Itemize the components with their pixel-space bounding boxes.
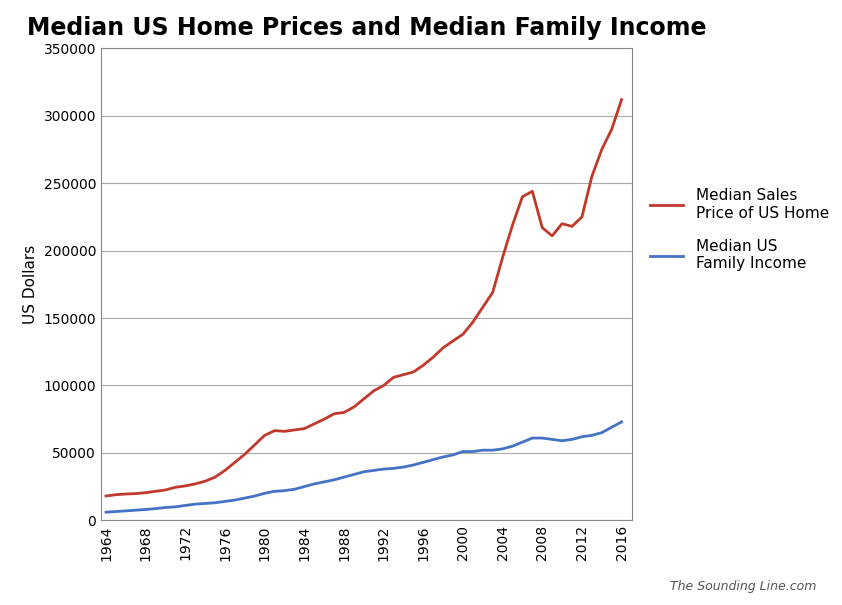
Line: Median US
Family Income: Median US Family Income — [106, 422, 621, 512]
Median Sales
Price of US Home — [616, 96, 626, 103]
Median US
Family Income — [498, 445, 508, 453]
Median Sales
Price of US Home — [428, 353, 438, 361]
Median US
Family Income — [408, 462, 418, 469]
Line: Median Sales
Price of US Home: Median Sales Price of US Home — [106, 100, 621, 496]
Median US
Family Income — [240, 494, 250, 502]
Y-axis label: US Dollars: US Dollars — [23, 245, 38, 324]
Text: The Sounding Line.com: The Sounding Line.com — [670, 580, 817, 593]
Median US
Family Income — [398, 463, 408, 471]
Median Sales
Price of US Home — [101, 492, 111, 500]
Median US
Family Income — [616, 418, 626, 425]
Median Sales
Price of US Home — [398, 371, 408, 378]
Median Sales
Price of US Home — [408, 368, 418, 376]
Title: Median US Home Prices and Median Family Income: Median US Home Prices and Median Family … — [26, 16, 706, 39]
Median Sales
Price of US Home — [498, 253, 508, 261]
Median Sales
Price of US Home — [557, 220, 568, 227]
Median US
Family Income — [428, 456, 438, 463]
Median US
Family Income — [557, 437, 568, 445]
Median Sales
Price of US Home — [240, 451, 250, 458]
Legend: Median Sales
Price of US Home, Median US
Family Income: Median Sales Price of US Home, Median US… — [650, 188, 829, 271]
Median US
Family Income — [101, 509, 111, 516]
